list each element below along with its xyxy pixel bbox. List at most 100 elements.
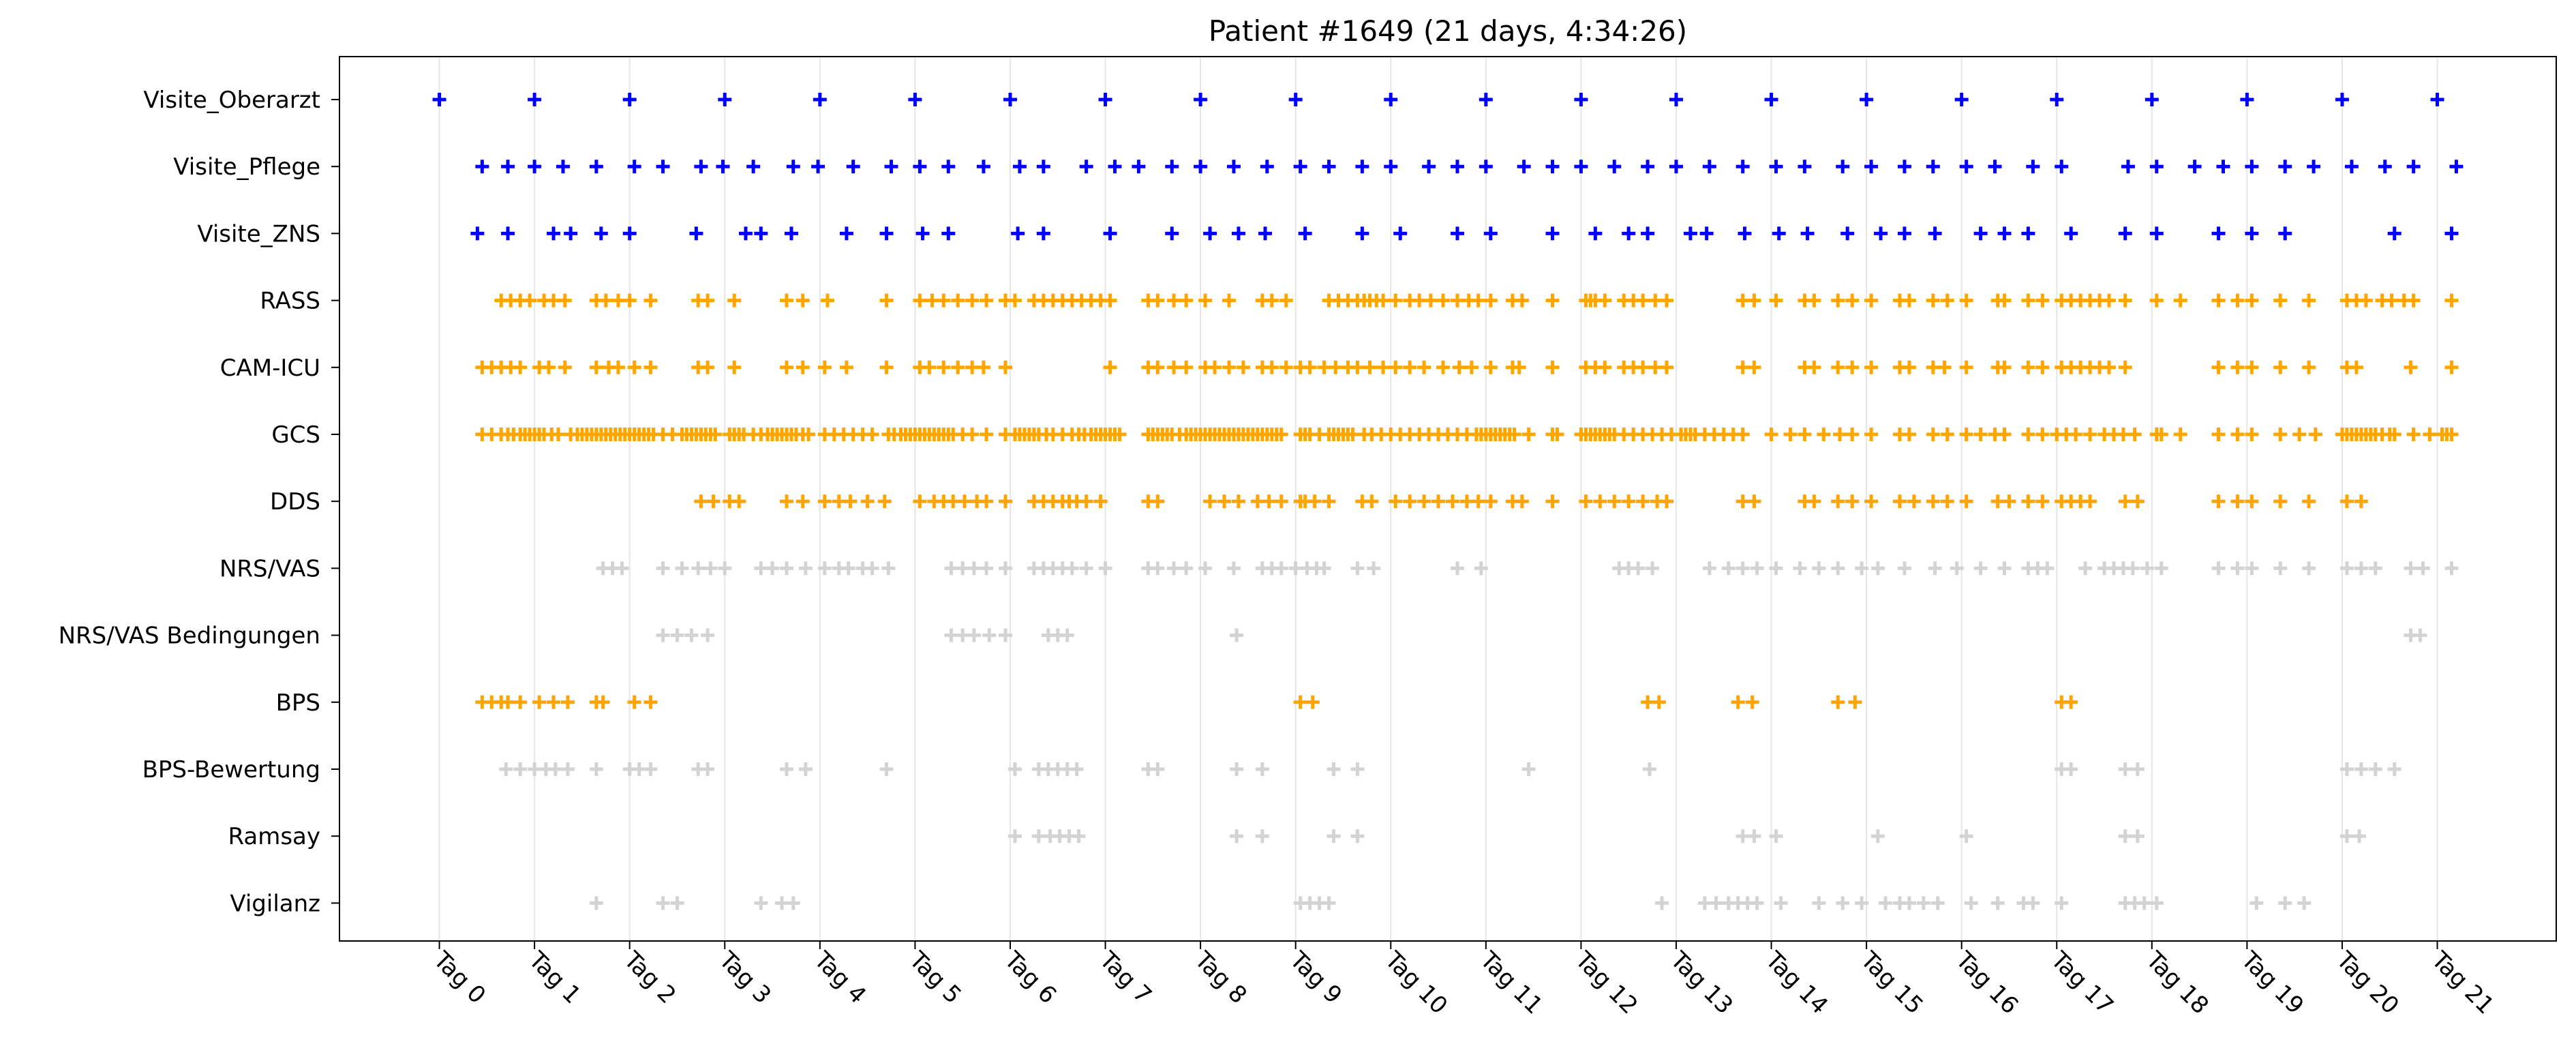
point-6-30 xyxy=(1217,494,1232,509)
point-6-63 xyxy=(1831,494,1845,509)
point-1-37 xyxy=(1641,160,1655,174)
point-1-0 xyxy=(475,160,489,174)
point-4-7 xyxy=(558,360,572,374)
point-1-60 xyxy=(2406,160,2421,174)
point-2-16 xyxy=(1103,226,1117,241)
point-1-22 xyxy=(1165,160,1179,174)
point-4-89 xyxy=(2211,360,2226,374)
point-11-14 xyxy=(1959,829,1973,843)
x-tick-label-20: Tag 20 xyxy=(2331,946,2404,1019)
point-11-12 xyxy=(1769,829,1783,843)
point-4-75 xyxy=(1926,360,1940,374)
point-7-50 xyxy=(1646,561,1660,576)
point-3-60 xyxy=(1471,293,1485,308)
point-3-5 xyxy=(547,293,561,308)
point-11-5 xyxy=(1072,829,1086,843)
point-7-38 xyxy=(1274,561,1288,576)
point-1-14 xyxy=(913,160,927,174)
point-2-25 xyxy=(1483,226,1498,241)
point-7-63 xyxy=(1950,561,1964,576)
point-5-136 xyxy=(1346,428,1360,441)
series-10 xyxy=(499,762,2401,776)
point-9-17 xyxy=(1745,695,1759,709)
point-6-6 xyxy=(817,494,832,509)
point-1-5 xyxy=(627,160,641,174)
point-2-22 xyxy=(1355,226,1369,241)
point-3-96 xyxy=(2102,293,2117,308)
y-tick-label-5: GCS xyxy=(271,421,320,449)
point-7-62 xyxy=(1928,561,1942,576)
point-6-55 xyxy=(1622,494,1636,509)
point-10-6 xyxy=(589,762,603,776)
point-0-15 xyxy=(1860,93,1874,106)
point-7-14 xyxy=(841,561,855,576)
x-tick-label-1: Tag 1 xyxy=(523,946,586,1009)
point-4-45 xyxy=(1350,360,1365,374)
point-7-6 xyxy=(703,561,718,576)
point-9-5 xyxy=(532,695,547,709)
point-1-8 xyxy=(716,160,730,174)
point-6-26 xyxy=(1093,494,1108,509)
point-2-15 xyxy=(1036,226,1050,241)
point-3-102 xyxy=(2245,293,2259,308)
point-0-12 xyxy=(1574,93,1588,106)
series-11 xyxy=(1007,829,2367,843)
point-12-3 xyxy=(754,896,768,910)
point-1-46 xyxy=(1926,160,1940,174)
point-3-89 xyxy=(2021,293,2035,308)
point-8-7 xyxy=(982,628,997,642)
point-2-44 xyxy=(2149,226,2164,241)
point-2-23 xyxy=(1393,226,1408,241)
point-6-7 xyxy=(832,494,846,509)
point-10-24 xyxy=(1255,762,1269,776)
point-7-18 xyxy=(944,561,958,576)
point-4-76 xyxy=(1937,360,1952,374)
point-1-17 xyxy=(1012,160,1027,174)
point-2-47 xyxy=(2278,226,2292,241)
point-7-84 xyxy=(2404,561,2418,576)
series-9 xyxy=(475,695,2078,709)
point-5-183 xyxy=(1736,428,1750,441)
point-5-212 xyxy=(2211,428,2226,441)
point-3-76 xyxy=(1769,293,1783,308)
point-7-17 xyxy=(881,561,896,576)
point-1-26 xyxy=(1293,160,1307,174)
point-4-88 xyxy=(2118,360,2132,374)
point-5-186 xyxy=(1798,428,1812,441)
point-1-48 xyxy=(1988,160,2002,174)
point-5-233 xyxy=(2444,428,2459,441)
point-10-5 xyxy=(560,762,575,776)
point-1-19 xyxy=(1079,160,1093,174)
point-10-26 xyxy=(1350,762,1365,776)
point-8-6 xyxy=(967,628,981,642)
point-3-58 xyxy=(1450,293,1464,308)
point-3-75 xyxy=(1747,293,1761,308)
point-5-158 xyxy=(1521,428,1536,441)
x-tick-label-16: Tag 16 xyxy=(1950,946,2024,1019)
point-12-10 xyxy=(1655,896,1669,910)
point-3-103 xyxy=(2273,293,2288,308)
point-1-21 xyxy=(1132,160,1146,174)
series-0 xyxy=(432,93,2444,106)
point-5-217 xyxy=(2308,428,2322,441)
point-11-9 xyxy=(1350,829,1365,843)
point-1-53 xyxy=(2187,160,2202,174)
point-10-35 xyxy=(2368,762,2382,776)
point-4-72 xyxy=(1864,360,1879,374)
point-5-210 xyxy=(2154,428,2168,441)
point-2-48 xyxy=(2387,226,2401,241)
point-6-54 xyxy=(1607,494,1622,509)
point-2-43 xyxy=(2118,226,2132,241)
point-0-4 xyxy=(813,93,827,106)
x-tick-label-21: Tag 21 xyxy=(2425,946,2499,1019)
x-tick-label-4: Tag 4 xyxy=(808,946,872,1009)
point-10-2 xyxy=(528,762,542,776)
point-6-62 xyxy=(1807,494,1821,509)
point-7-27 xyxy=(1065,561,1079,576)
point-5-61 xyxy=(865,428,879,441)
point-0-21 xyxy=(2430,93,2444,106)
y-tick-label-10: BPS-Bewertung xyxy=(142,756,320,783)
point-3-13 xyxy=(701,293,715,308)
y-tick-label-8: NRS/VAS Bedingungen xyxy=(59,623,320,650)
point-3-71 xyxy=(1636,293,1650,308)
